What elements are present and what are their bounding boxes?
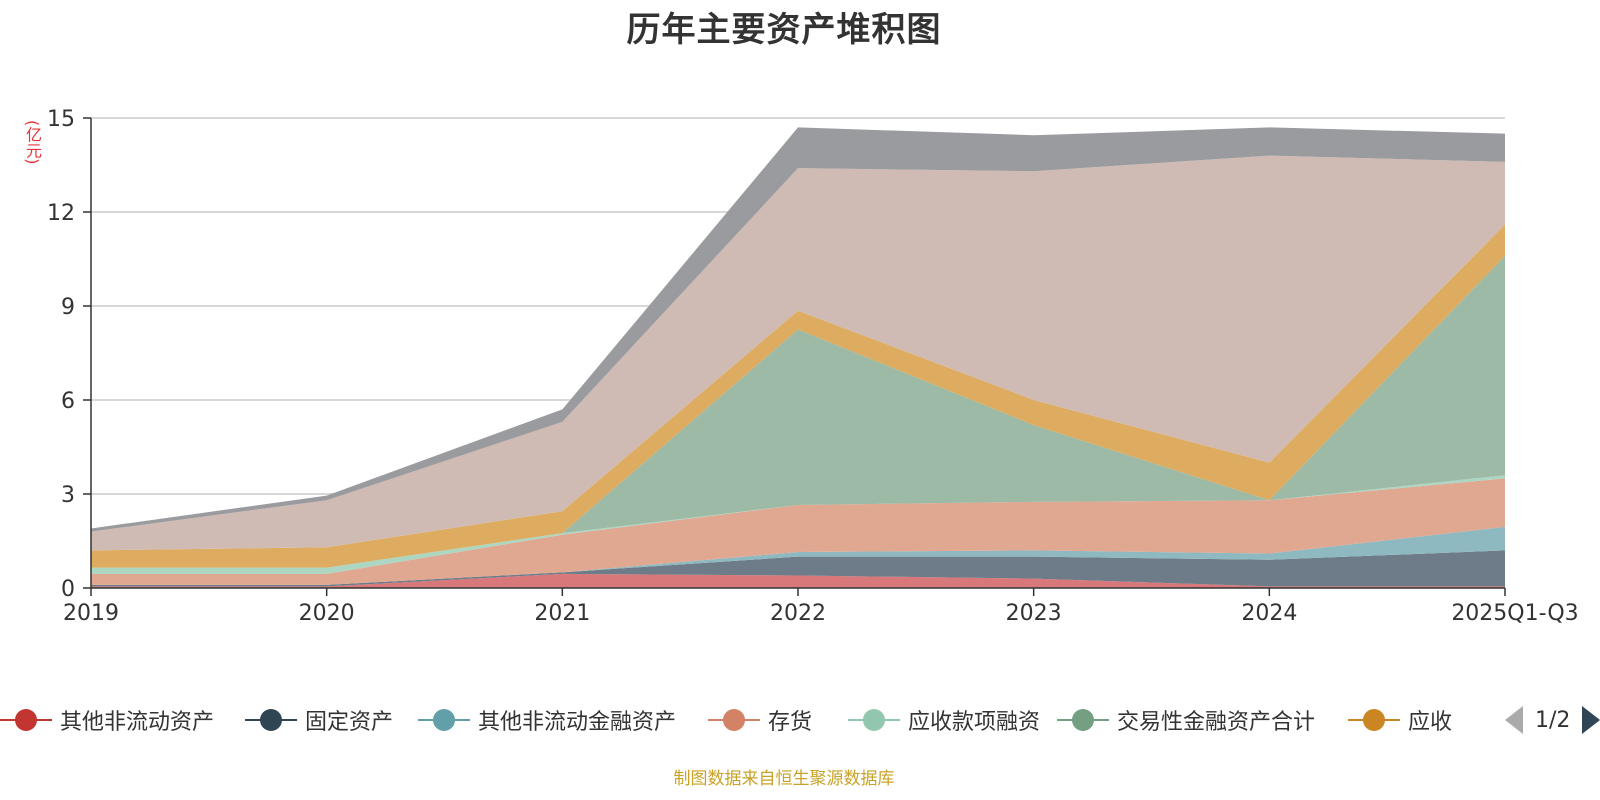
legend-label: 其他非流动金融资产 — [478, 710, 677, 735]
chart-title: 历年主要资产堆积图 — [626, 10, 942, 50]
y-tick-label: 15 — [47, 107, 75, 132]
y-tick-label: 6 — [61, 389, 75, 414]
legend-marker-icon — [848, 700, 900, 740]
x-tick-label: 2024 — [1241, 601, 1297, 626]
legend-pager: 1/2 — [1505, 700, 1600, 740]
area-series-1 — [91, 550, 1505, 587]
area-series-2 — [91, 526, 1505, 585]
source-note: 制图数据来自恒生聚源数据库 — [673, 769, 895, 789]
x-tick-label: 2021 — [534, 601, 590, 626]
legend-marker-icon — [418, 700, 470, 740]
triangle-left-icon[interactable] — [1505, 706, 1523, 734]
legend-label: 固定资产 — [305, 710, 394, 735]
legend-marker-icon — [708, 700, 760, 740]
y-tick-label: 0 — [61, 577, 75, 602]
legend-marker-icon — [0, 700, 52, 740]
y-tick-label: 3 — [61, 483, 75, 508]
legend-item[interactable]: 应收 — [1348, 700, 1452, 740]
legend-marker-icon — [245, 700, 297, 740]
x-tick-label: 2022 — [770, 601, 826, 626]
axes: 0 3 6 9 12 15 2019 2020 2021 2022 2023 2024 2025Q1-Q… — [47, 107, 1579, 626]
area-series-5 — [91, 255, 1505, 568]
x-tick-label: 2019 — [63, 601, 119, 626]
legend-marker-icon — [1348, 700, 1400, 740]
legend-label: 存货 — [768, 710, 813, 735]
triangle-right-icon[interactable] — [1582, 706, 1600, 734]
area-series-3 — [91, 478, 1505, 585]
y-axis-unit-label: (亿元) — [23, 120, 42, 165]
legend-label: 应收 — [1408, 710, 1453, 735]
x-tick-label: 2025Q1-Q3 — [1451, 601, 1578, 626]
legend-item[interactable]: 交易性金融资产合计 — [1057, 700, 1315, 740]
legend-label: 其他非流动资产 — [60, 710, 215, 735]
legend-page-indicator: 1/2 — [1535, 707, 1571, 733]
legend-item[interactable]: 存货 — [708, 700, 812, 740]
legend-item[interactable]: 其他非流动资产 — [0, 700, 214, 740]
x-tick-label: 2020 — [299, 601, 355, 626]
legend-marker-icon — [1057, 700, 1109, 740]
area-series-7 — [91, 155, 1505, 551]
x-tick-label: 2023 — [1006, 601, 1062, 626]
area-series-0 — [91, 573, 1505, 588]
legend: 其他非流动资产 固定资产 其他非流动金融资产 存货 应收款项融资 交易性金融资产合计 应收 — [0, 700, 1600, 740]
legend-item[interactable]: 应收款项融资 — [848, 700, 1040, 740]
y-tick-label: 12 — [47, 201, 75, 226]
legend-item[interactable]: 其他非流动金融资产 — [418, 700, 676, 740]
legend-label: 交易性金融资产合计 — [1117, 710, 1316, 735]
stacked-area-chart: 0 3 6 9 12 15 2019 2020 2021 2022 2023 2024 2025Q1-Q… — [47, 107, 1579, 626]
area-series-layer — [91, 127, 1505, 588]
legend-label: 应收款项融资 — [908, 710, 1041, 735]
y-tick-label: 9 — [61, 295, 75, 320]
legend-item[interactable]: 固定资产 — [245, 700, 393, 740]
